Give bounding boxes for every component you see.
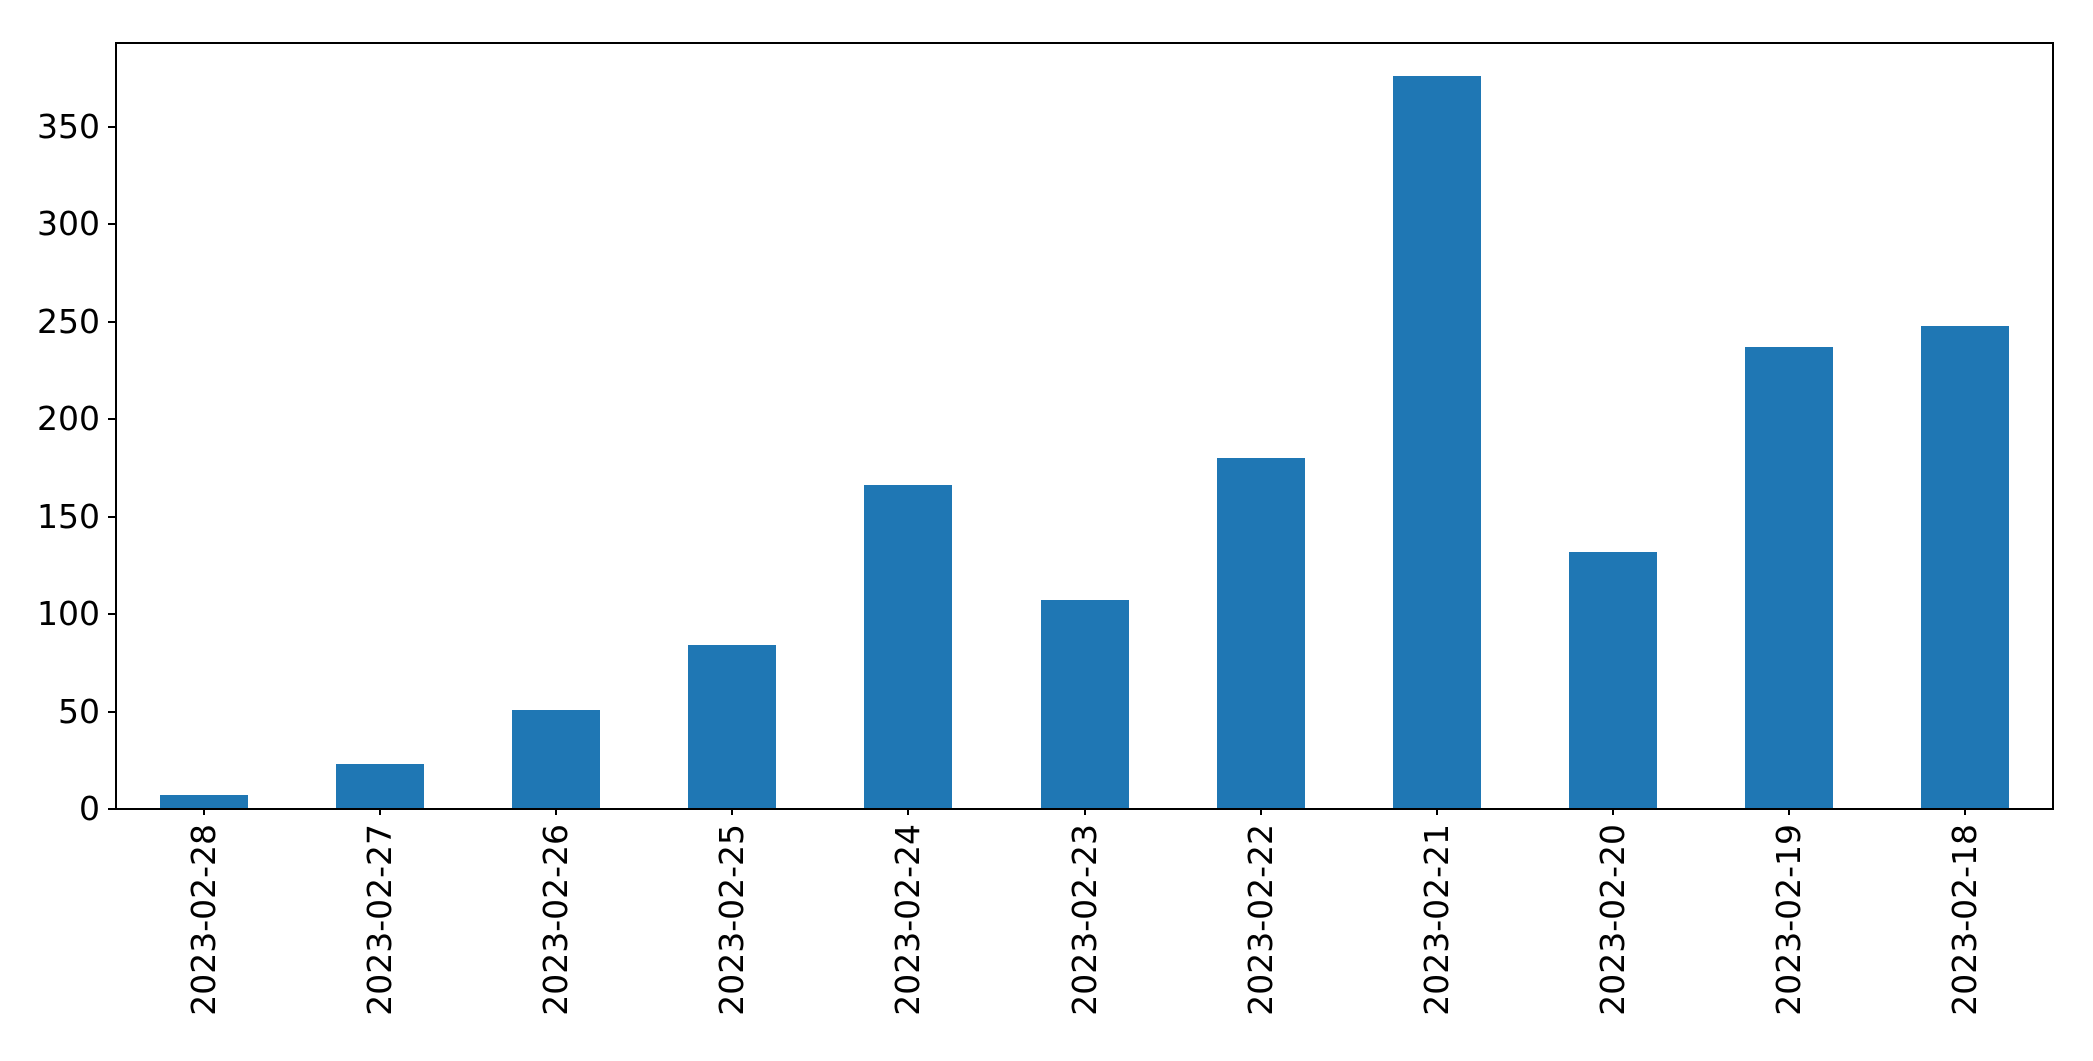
x-axis-tick-label: 2023-02-22 [1241, 824, 1280, 1016]
y-axis-tick-label: 250 [37, 302, 100, 341]
y-tick-mark [108, 808, 115, 810]
plot-area-outline [115, 42, 2054, 810]
x-axis-tick-label: 2023-02-24 [888, 824, 927, 1016]
x-axis-tick-label: 2023-02-25 [712, 824, 751, 1016]
y-axis-tick-label: 300 [37, 204, 100, 243]
x-tick-mark [1436, 808, 1438, 815]
x-tick-mark [203, 808, 205, 815]
y-axis-tick-label: 350 [37, 107, 100, 146]
bar-2023-02-26 [512, 710, 600, 809]
y-axis-tick-label: 50 [58, 692, 100, 731]
x-tick-mark [1788, 808, 1790, 815]
y-axis-tick-label: 0 [79, 789, 100, 828]
x-tick-mark [907, 808, 909, 815]
y-tick-mark [108, 321, 115, 323]
x-axis-tick-label: 2023-02-23 [1065, 824, 1104, 1016]
x-tick-mark [731, 808, 733, 815]
bar-2023-02-21 [1393, 76, 1481, 809]
y-axis-tick-label: 100 [37, 594, 100, 633]
y-tick-mark [108, 516, 115, 518]
x-tick-mark [555, 808, 557, 815]
x-axis-tick-label: 2023-02-18 [1945, 824, 1984, 1016]
x-tick-mark [379, 808, 381, 815]
bar-2023-02-22 [1217, 458, 1305, 809]
x-tick-mark [1260, 808, 1262, 815]
x-tick-mark [1084, 808, 1086, 815]
y-tick-mark [108, 418, 115, 420]
y-tick-mark [108, 613, 115, 615]
y-axis-tick-label: 200 [37, 399, 100, 438]
bar-2023-02-28 [160, 795, 248, 809]
x-axis-tick-label: 2023-02-28 [184, 824, 223, 1016]
bar-2023-02-25 [688, 645, 776, 809]
bar-2023-02-27 [336, 764, 424, 809]
bar-2023-02-23 [1041, 600, 1129, 809]
x-tick-mark [1964, 808, 1966, 815]
x-axis-tick-label: 2023-02-20 [1593, 824, 1632, 1016]
bar-2023-02-24 [864, 485, 952, 809]
y-tick-mark [108, 126, 115, 128]
y-axis-tick-label: 150 [37, 497, 100, 536]
y-tick-mark [108, 711, 115, 713]
bar-2023-02-18 [1921, 326, 2009, 809]
bar-2023-02-20 [1569, 552, 1657, 809]
bar-2023-02-19 [1745, 347, 1833, 809]
x-axis-tick-label: 2023-02-19 [1769, 824, 1808, 1016]
x-tick-mark [1612, 808, 1614, 815]
y-tick-mark [108, 223, 115, 225]
x-axis-tick-label: 2023-02-26 [536, 824, 575, 1016]
x-axis-tick-label: 2023-02-21 [1417, 824, 1456, 1016]
x-axis-tick-label: 2023-02-27 [360, 824, 399, 1016]
